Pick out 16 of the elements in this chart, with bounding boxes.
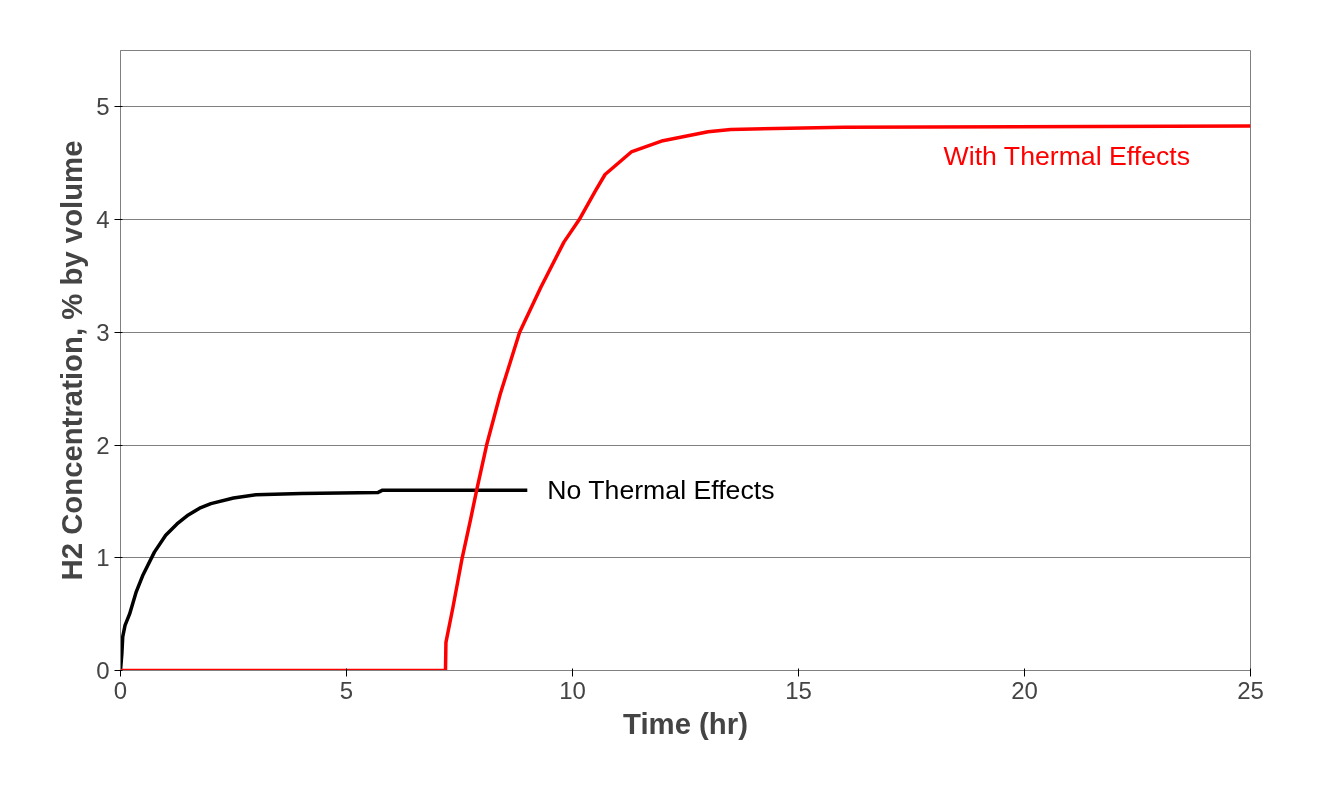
y-tick-label: 3 [96,318,110,346]
series-label: With Thermal Effects [943,141,1191,172]
y-tick-label: 2 [96,431,110,459]
x-tick-label: 25 [1237,676,1264,704]
series-label: No Thermal Effects [547,475,775,506]
y-tick-label: 5 [96,93,110,121]
x-tick-label: 0 [113,676,128,704]
x-axis-title: Time (hr) [623,706,748,740]
y-axis-title: H2 Concentration, % by volume [55,140,89,581]
y-tick-label: 1 [96,544,110,572]
x-tick-label: 5 [339,676,354,704]
x-tick-label: 10 [559,676,586,704]
y-tick-label: 0 [96,657,110,684]
x-tick-label: 15 [785,676,812,704]
y-tick-label: 4 [96,206,110,234]
x-tick-label: 20 [1011,676,1038,704]
